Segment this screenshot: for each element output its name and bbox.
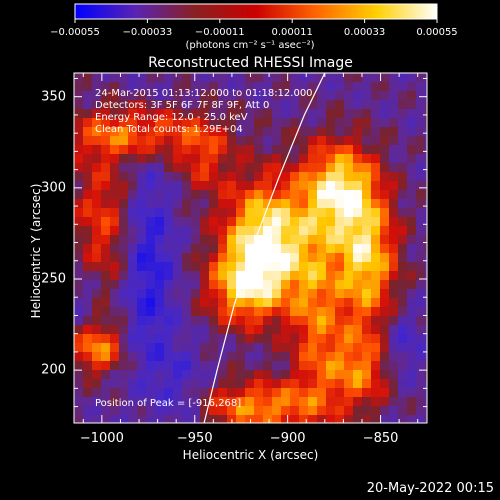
y-axis-label: Heliocentric Y (arcsec)	[29, 183, 43, 319]
annotation-time-range: 24-Mar-2015 01:13:12.000 to 01:18:12.000	[95, 88, 313, 99]
x-tick-label: −850	[362, 431, 399, 446]
colorbar-tick-label: 0.00011	[271, 27, 313, 38]
annotation-detectors: Detectors: 3F 5F 6F 7F 8F 9F, Att 0	[95, 100, 270, 111]
y-tick-label: 250	[41, 271, 66, 287]
colorbar-unit-label: (photons cm⁻² s⁻¹ asec⁻²)	[185, 40, 315, 51]
colorbar-tick-label: 0.00033	[343, 27, 386, 38]
chart-title: Reconstructed RHESSI Image	[148, 55, 353, 71]
colorbar-tick-label: −0.00055	[50, 27, 100, 38]
colorbar-gradient	[74, 3, 438, 20]
solar-limb-line	[203, 73, 326, 423]
y-tick-label: 350	[41, 89, 66, 105]
colorbar-tick-label: −0.00011	[194, 27, 245, 38]
y-tick-label: 200	[41, 362, 66, 378]
colorbar-tick-label: −0.00033	[122, 27, 173, 38]
annotation-energy-range: Energy Range: 12.0 - 25.0 keV	[95, 112, 248, 123]
x-tick-label: −1000	[79, 431, 124, 446]
x-tick-label: −900	[269, 431, 306, 446]
colorbar-tick-label: 0.00055	[416, 27, 458, 38]
annotation-clean-total-counts: Clean Total counts: 1.29E+04	[95, 124, 243, 135]
x-tick-label: −950	[176, 431, 213, 446]
heatmap-image	[74, 73, 427, 423]
annotation-peak-position: Position of Peak = [-916,268]	[95, 398, 242, 409]
plot-date-stamp: 20-May-2022 00:15	[366, 481, 494, 496]
x-axis-label: Heliocentric X (arcsec)	[182, 448, 319, 462]
y-tick-label: 300	[41, 180, 66, 196]
